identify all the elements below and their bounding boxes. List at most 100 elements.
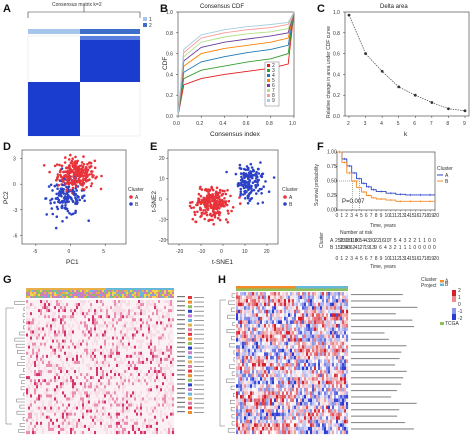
panel-g-annotation-cell — [74, 292, 76, 294]
panel-g-cell — [52, 406, 55, 410]
panel-g-cell — [74, 360, 77, 365]
panel-g-cell — [38, 309, 41, 313]
panel-g-side-label-mark — [177, 305, 185, 307]
panel-g-cell — [158, 315, 161, 319]
panel-g-cell — [34, 318, 37, 322]
panel-g-cell — [86, 382, 89, 386]
panel-g-cell — [116, 318, 119, 322]
panel-g-cell — [118, 345, 121, 349]
panel-g-cell — [78, 318, 81, 322]
panel-g-cell — [168, 385, 171, 389]
panel-g-cell — [108, 342, 111, 346]
panel-g-cell — [128, 330, 131, 334]
panel-f-xtick-label: 13 — [399, 213, 405, 219]
panel-g-cell — [48, 312, 51, 316]
panel-g-cell — [150, 418, 153, 422]
panel-g-cell — [122, 339, 125, 343]
panel-g-cell — [140, 336, 143, 340]
panel-g-cell — [26, 342, 29, 346]
panel-g-annotation-cell — [136, 292, 138, 294]
panel-g-cell — [80, 333, 83, 337]
panel-g-cell — [168, 333, 171, 337]
panel-g-cell — [76, 312, 79, 316]
panel-g-cell — [60, 397, 63, 401]
panel-g-cell — [122, 333, 125, 337]
panel-e-point-A — [191, 200, 194, 204]
panel-a-legend-swatch-2 — [143, 23, 147, 27]
panel-g-cell — [84, 339, 87, 343]
panel-g-cell — [168, 370, 171, 374]
panel-d-point-B — [51, 189, 54, 192]
panel-g-annotation-cell — [124, 290, 126, 292]
panel-g-cell — [42, 379, 45, 383]
panel-g-cell — [150, 357, 153, 362]
panel-g-cell — [32, 336, 35, 340]
panel-g-annotation-cell — [156, 288, 158, 290]
panel-g-cell — [64, 321, 67, 325]
panel-g-cell — [102, 409, 105, 413]
panel-g-cell — [170, 397, 173, 401]
panel-h-annotation-project — [330, 288, 332, 291]
panel-g-cell — [172, 303, 175, 307]
panel-g-cell — [48, 427, 51, 432]
panel-g-cell — [40, 351, 43, 355]
panel-g-cell — [166, 363, 169, 368]
panel-g-cell — [48, 303, 51, 307]
panel-g-cell — [50, 300, 53, 304]
panel-g-cell — [60, 373, 63, 377]
panel-g-cell — [106, 421, 109, 425]
panel-g-side-label-mark — [177, 300, 185, 302]
panel-f-risk-cell: 5 — [394, 238, 397, 244]
panel-d-point-A — [88, 166, 92, 169]
panel-g-cell — [84, 330, 87, 334]
panel-g-cell — [64, 348, 67, 352]
panel-g-annotation-cell — [80, 290, 82, 292]
panel-g-side-label-mark — [177, 365, 185, 367]
panel-g-annotation-cell — [44, 296, 46, 298]
panel-h-annotation-project — [282, 288, 284, 291]
panel-g-cell — [116, 421, 119, 425]
panel-g-cell — [86, 342, 89, 346]
panel-d-point-B — [75, 189, 78, 192]
panel-g-cell — [134, 373, 137, 377]
panel-f-risk-xtick-label: 13 — [399, 256, 405, 262]
panel-g-cell — [112, 354, 115, 358]
panel-g-cell — [150, 348, 153, 352]
panel-g-cell — [146, 354, 149, 358]
panel-g-cell — [78, 403, 81, 407]
panel-g-cell — [38, 333, 41, 337]
panel-g-cell — [26, 427, 29, 432]
panel-e-point-B — [262, 185, 266, 188]
panel-g-cell — [62, 312, 65, 316]
panel-g-cell — [90, 321, 93, 325]
panel-g-cell — [142, 354, 145, 358]
panel-g-cell — [86, 363, 89, 368]
panel-g-cell — [116, 348, 119, 352]
panel-g-cell — [90, 339, 93, 343]
panel-g-cell — [86, 318, 89, 322]
panel-e-point-A — [208, 188, 212, 192]
panel-g-cell — [148, 430, 151, 435]
panel-e-point-A — [224, 200, 228, 203]
panel-g-cell — [34, 412, 37, 416]
panel-g-cell — [54, 357, 57, 362]
panel-g-cell — [162, 312, 165, 316]
panel-g-cell — [142, 427, 145, 432]
panel-g-annotation-cell — [168, 292, 170, 294]
panel-g-cell — [148, 397, 151, 401]
panel-g-cell — [26, 345, 29, 349]
panel-g-cell — [140, 373, 143, 377]
panel-g-cell — [70, 309, 73, 313]
panel-g-cell — [156, 300, 159, 304]
panel-c-xtick-label: 5 — [397, 121, 400, 127]
panel-g-cell — [64, 391, 67, 395]
panel-g-cell — [150, 403, 153, 407]
panel-g-cell — [124, 312, 127, 316]
panel-g-cell — [102, 351, 105, 355]
panel-g-cell — [106, 333, 109, 337]
panel-g-cell — [140, 327, 143, 331]
panel-g-cell — [138, 345, 141, 349]
panel-g-cell — [122, 403, 125, 407]
panel-c-xtick-label: 3 — [364, 121, 367, 127]
panel-g-cell — [78, 357, 81, 362]
